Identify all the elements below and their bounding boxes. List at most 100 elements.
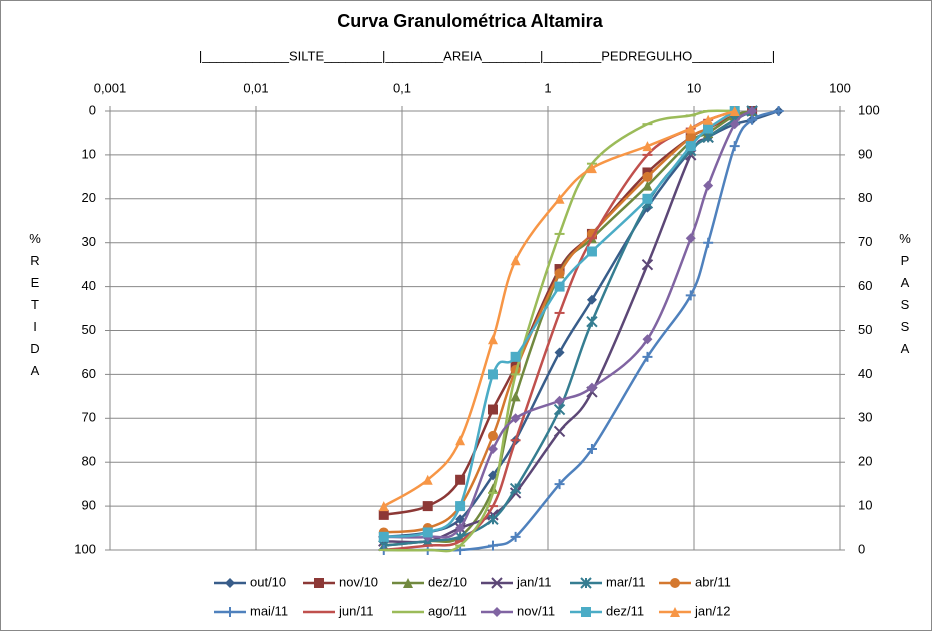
legend-label: jan/12 bbox=[694, 603, 730, 618]
marker-part bbox=[554, 281, 565, 292]
marker-part bbox=[403, 578, 413, 588]
marker-part bbox=[729, 119, 740, 130]
marker-part bbox=[642, 180, 653, 191]
marker-part bbox=[422, 474, 433, 485]
marker bbox=[641, 258, 654, 271]
y-tick-label: 10 bbox=[82, 146, 96, 161]
x-tick-label: 0,01 bbox=[243, 80, 268, 95]
marker bbox=[642, 334, 653, 345]
marker-part bbox=[685, 123, 696, 134]
y2-tick-label: 0 bbox=[858, 541, 865, 556]
legend-label: jun/11 bbox=[338, 603, 373, 618]
marker bbox=[586, 163, 597, 174]
y2-tick-label: 50 bbox=[858, 322, 872, 337]
marker-part bbox=[747, 114, 758, 125]
legend-label: jan/11 bbox=[516, 574, 551, 589]
y2-tick-label: 60 bbox=[858, 278, 872, 293]
marker-part bbox=[487, 369, 498, 380]
annotation: |____________SILTE________|________AREIA… bbox=[199, 48, 775, 63]
marker bbox=[586, 444, 597, 455]
y-tick-label: 70 bbox=[82, 410, 96, 425]
marker bbox=[491, 577, 503, 589]
marker bbox=[554, 479, 565, 490]
marker bbox=[554, 268, 565, 279]
marker bbox=[422, 527, 433, 538]
legend-label: nov/11 bbox=[517, 603, 555, 618]
marker bbox=[586, 246, 597, 257]
marker-part bbox=[553, 403, 566, 416]
marker bbox=[553, 403, 566, 416]
marker bbox=[403, 578, 413, 588]
series-line bbox=[383, 109, 736, 508]
marker bbox=[642, 193, 653, 204]
marker bbox=[554, 395, 565, 406]
marker-part bbox=[642, 193, 653, 204]
y-tick-label: 0 bbox=[89, 102, 96, 117]
marker-part bbox=[586, 316, 598, 328]
marker-part bbox=[487, 430, 498, 441]
marker-part bbox=[378, 501, 389, 512]
y2-tick-label: 70 bbox=[858, 234, 872, 249]
marker bbox=[510, 255, 521, 266]
marker-part bbox=[455, 523, 466, 534]
series-line bbox=[383, 109, 736, 534]
y-tick-label: 60 bbox=[82, 366, 96, 381]
y-tick-label: 80 bbox=[82, 454, 96, 469]
marker-part bbox=[641, 258, 654, 271]
marker-part bbox=[586, 382, 597, 393]
marker-part bbox=[554, 479, 565, 490]
marker bbox=[510, 351, 521, 362]
marker bbox=[378, 531, 389, 542]
marker-part bbox=[670, 578, 680, 588]
x-tick-label: 10 bbox=[687, 80, 701, 95]
marker bbox=[487, 513, 499, 525]
marker bbox=[487, 430, 498, 441]
marker bbox=[455, 435, 466, 446]
marker bbox=[422, 501, 433, 512]
marker bbox=[747, 106, 758, 116]
x-tick-label: 1 bbox=[544, 80, 551, 95]
marker-part bbox=[554, 193, 565, 204]
marker bbox=[685, 141, 696, 152]
y-tick-label: 100 bbox=[74, 541, 96, 556]
marker bbox=[554, 193, 565, 204]
marker bbox=[554, 347, 565, 358]
marker-part bbox=[492, 607, 502, 617]
marker bbox=[455, 474, 466, 485]
marker-part bbox=[642, 141, 653, 152]
marker bbox=[586, 316, 598, 328]
marker-part bbox=[491, 577, 503, 589]
legend-label: dez/11 bbox=[606, 603, 644, 618]
marker bbox=[510, 391, 521, 402]
marker bbox=[703, 123, 714, 134]
marker-part bbox=[642, 334, 653, 345]
chart-title: Curva Granulométrica Altamira bbox=[337, 11, 603, 31]
legend-label: abr/11 bbox=[695, 574, 731, 589]
axis-title-char: R bbox=[30, 253, 39, 268]
marker bbox=[487, 369, 498, 380]
marker bbox=[642, 351, 653, 362]
marker bbox=[509, 482, 522, 495]
axis-title-char: P bbox=[901, 253, 910, 268]
marker-part bbox=[642, 351, 653, 362]
marker bbox=[553, 425, 566, 438]
marker-part bbox=[554, 268, 565, 279]
marker-part bbox=[586, 294, 597, 305]
marker bbox=[685, 233, 696, 244]
marker bbox=[703, 180, 714, 191]
x-tick-label: 100 bbox=[829, 80, 851, 95]
legend-label: ago/11 bbox=[428, 603, 467, 618]
marker bbox=[670, 607, 680, 617]
marker bbox=[773, 106, 784, 116]
marker-part bbox=[455, 435, 466, 446]
marker-part bbox=[510, 391, 521, 402]
marker bbox=[685, 132, 696, 143]
y-tick-label: 40 bbox=[82, 278, 96, 293]
marker-part bbox=[225, 578, 235, 588]
axis-title: % R E T I D A bbox=[29, 231, 41, 378]
marker bbox=[729, 141, 740, 152]
marker-part bbox=[773, 106, 784, 116]
marker-part bbox=[422, 501, 433, 512]
x-tick-label: 0,1 bbox=[393, 80, 411, 95]
marker-part bbox=[378, 531, 389, 542]
